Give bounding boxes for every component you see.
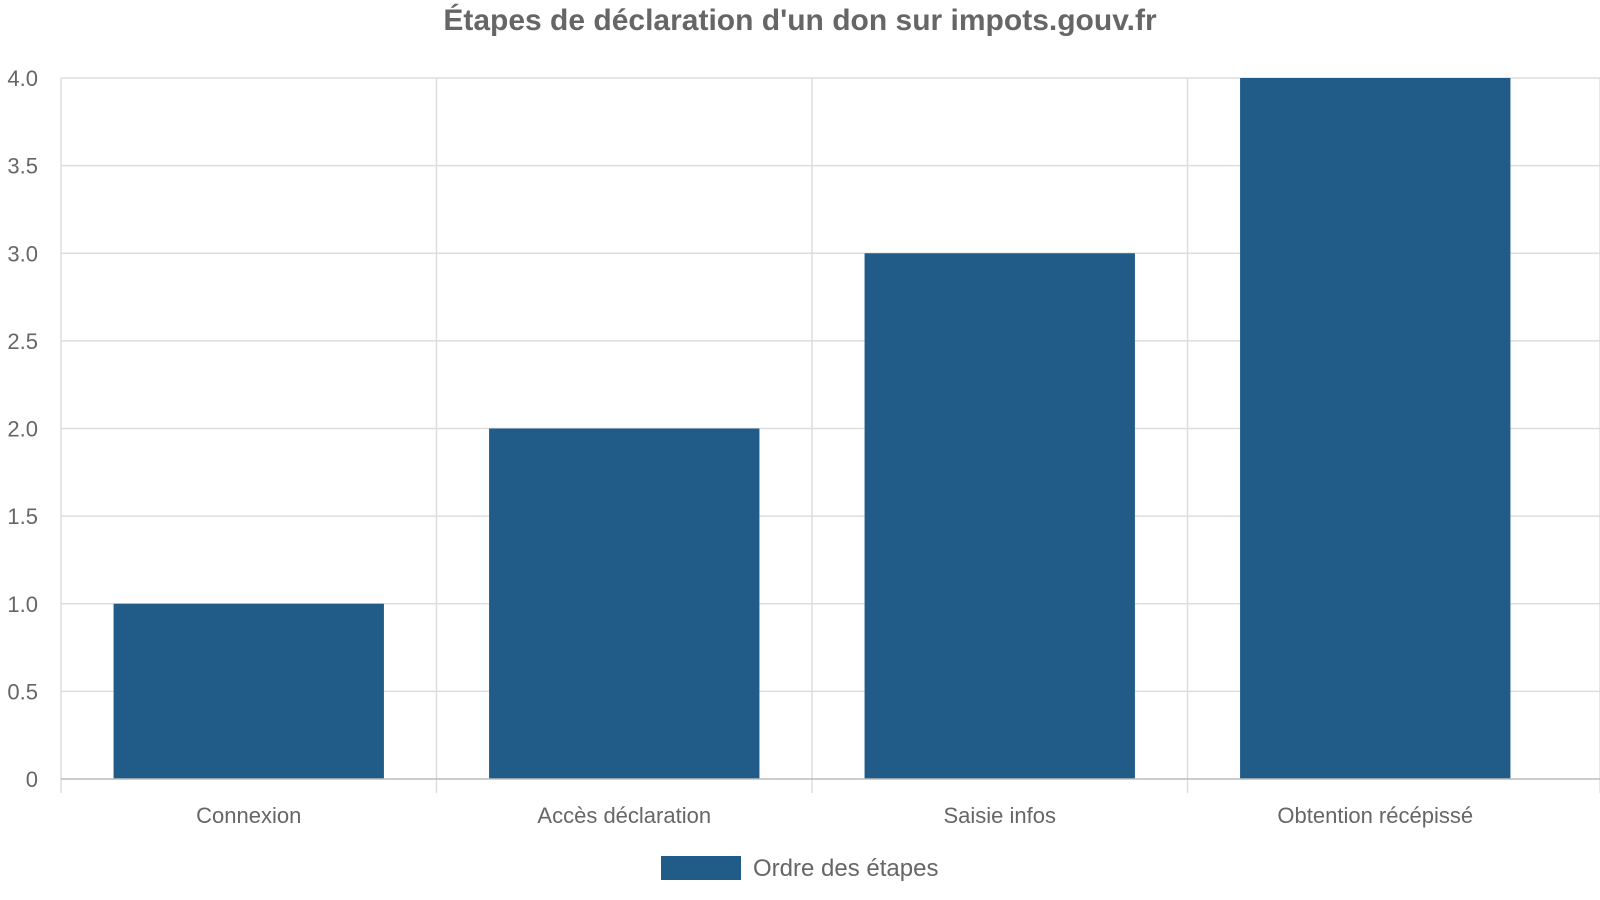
bar — [864, 253, 1135, 779]
y-tick-label: 3.5 — [7, 154, 38, 179]
y-tick-label: 0 — [26, 767, 38, 792]
y-tick-label: 4.0 — [7, 66, 38, 91]
axes: 0 0.5 1.0 1.5 2.0 2.5 3.0 3.5 4.0 Connexion Accès … — [7, 66, 1600, 828]
y-tick-label: 0.5 — [7, 679, 38, 704]
x-tick-label: Obtention récépissé — [1277, 803, 1473, 828]
x-tick-label: Connexion — [196, 803, 301, 828]
bar — [1240, 78, 1511, 779]
y-tick-label: 1.5 — [7, 504, 38, 529]
y-tick-label: 3.0 — [7, 241, 38, 266]
chart-title: Étapes de déclaration d'un don sur impot… — [443, 4, 1157, 37]
legend: Ordre des étapes — [661, 855, 938, 882]
bar — [489, 428, 760, 779]
bars — [113, 78, 1511, 779]
y-tick-label: 1.0 — [7, 592, 38, 617]
x-tick-label: Saisie infos — [943, 803, 1056, 828]
legend-label: Ordre des étapes — [753, 855, 938, 882]
bar — [113, 603, 384, 779]
legend-swatch — [661, 856, 741, 880]
y-tick-label: 2.0 — [7, 417, 38, 442]
x-tick-label: Accès déclaration — [537, 803, 711, 828]
y-tick-label: 2.5 — [7, 329, 38, 354]
